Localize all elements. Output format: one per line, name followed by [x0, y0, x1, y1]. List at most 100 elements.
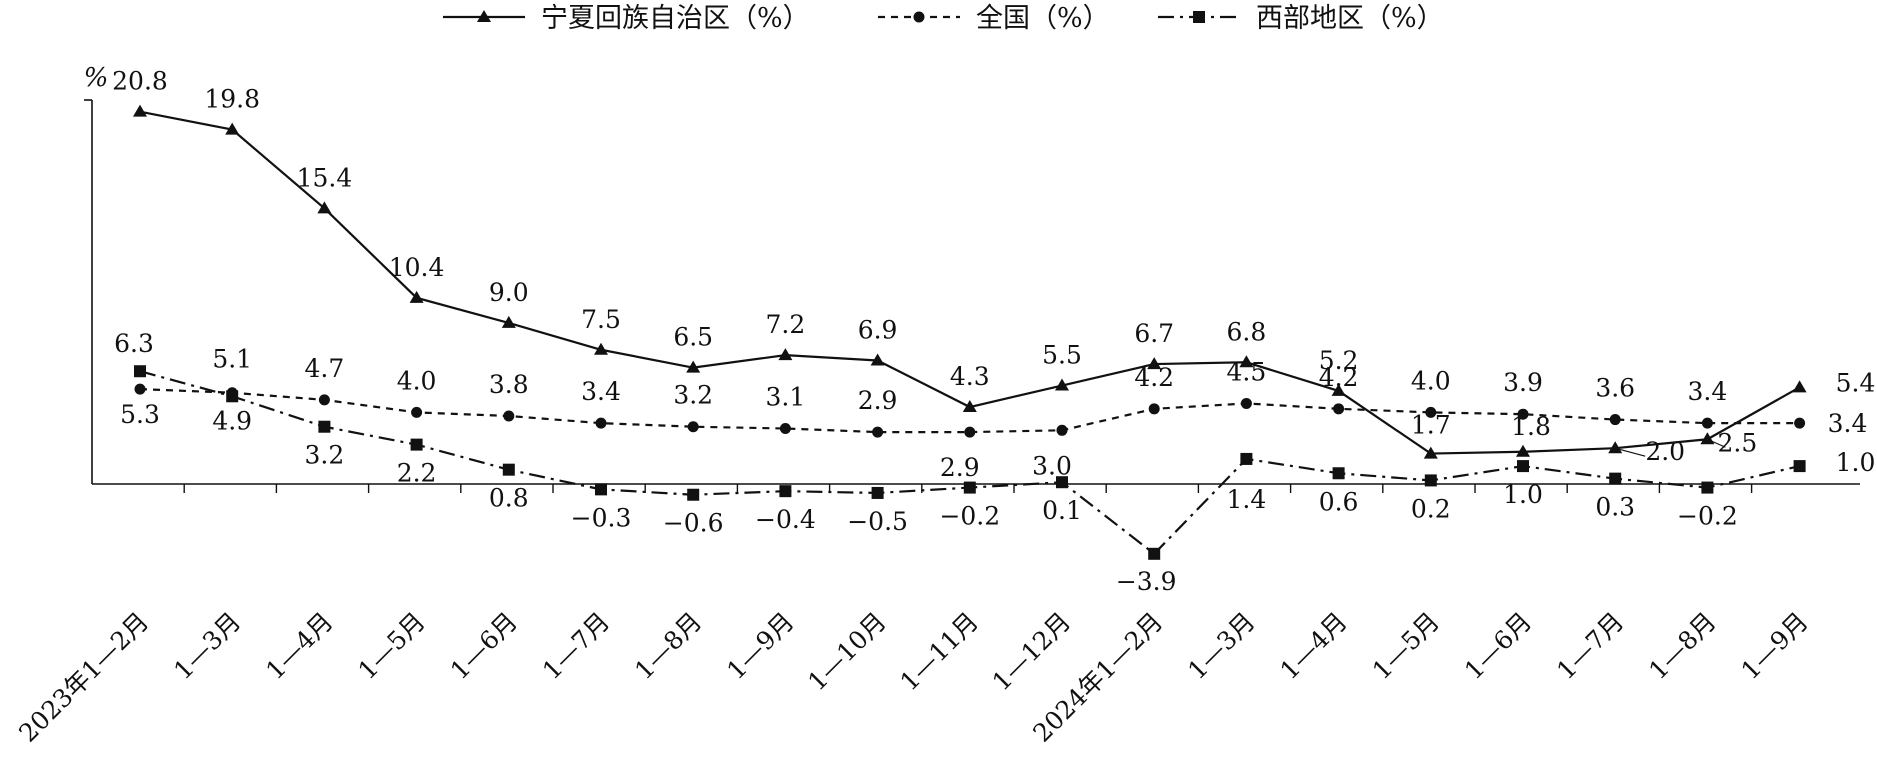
data-label: 0.1 [1042, 496, 1082, 525]
square-marker [1332, 467, 1345, 480]
data-label: 0.6 [1319, 487, 1359, 516]
data-label: 3.2 [673, 381, 713, 410]
x-tick-label: 1—3月 [1182, 607, 1260, 685]
y-unit-label: % [84, 63, 109, 93]
x-tick-label: 1—5月 [1367, 607, 1445, 685]
data-label: −0.4 [755, 505, 816, 534]
data-label: 2.9 [858, 386, 898, 415]
circle-marker [1148, 403, 1160, 415]
circle-marker [411, 406, 423, 418]
circle-marker [1333, 403, 1345, 415]
x-tick-label: 1—12月 [987, 607, 1077, 697]
data-label: 3.4 [1828, 409, 1868, 438]
triangle-marker [1331, 383, 1346, 396]
square-marker [1240, 452, 1253, 465]
data-label: 0.8 [489, 484, 529, 513]
x-tick-label: 1—9月 [721, 607, 799, 685]
data-label: 3.2 [305, 441, 345, 470]
data-label: 15.4 [297, 163, 353, 192]
x-tick-label: 1—9月 [1735, 607, 1813, 685]
data-label: 4.5 [1227, 357, 1267, 386]
x-tick-label: 1—4月 [1274, 607, 1352, 685]
circle-marker [1425, 406, 1437, 418]
triangle-marker [1700, 432, 1715, 445]
data-label: 2.2 [397, 459, 437, 488]
data-label: 6.9 [858, 315, 898, 344]
data-label: 6.8 [1227, 317, 1267, 346]
data-label: 10.4 [389, 253, 445, 282]
data-label: 4.2 [1319, 363, 1359, 392]
data-label: 4.2 [1134, 363, 1174, 392]
x-tick-label: 1—8月 [629, 607, 707, 685]
data-label: 5.3 [120, 400, 160, 429]
data-label: 3.4 [1688, 377, 1728, 406]
data-label: −0.2 [1677, 502, 1738, 531]
x-tick-label: 1—3月 [168, 607, 246, 685]
circle-marker [595, 417, 607, 429]
data-label: 20.8 [112, 67, 168, 96]
axes: % [84, 63, 1860, 493]
series-0 [133, 104, 1807, 459]
triangle-marker [1055, 378, 1069, 391]
square-marker [595, 483, 607, 496]
square-marker [1148, 547, 1161, 560]
square-marker [1424, 474, 1437, 487]
data-labels: 20.8 19.8 15.4 10.4 9.0 7.5 6.5 7.2 6.9 4.3 5.5 6.7… [112, 67, 1875, 596]
legend-label: 全国（%） [976, 3, 1110, 34]
legend-item-0: 宁夏回族自治区（%） [443, 3, 810, 34]
data-label: 3.9 [1503, 368, 1543, 397]
square-marker [779, 485, 792, 498]
data-label: 1.0 [1503, 480, 1543, 509]
square-marker [134, 365, 146, 378]
data-label: 6.5 [673, 323, 713, 352]
circle-marker [503, 410, 515, 422]
x-tick-label: 1—7月 [537, 607, 615, 685]
data-label: 3.4 [581, 377, 621, 406]
triangle-marker [317, 201, 332, 214]
triangle-marker [1608, 441, 1623, 454]
circle-marker [964, 426, 976, 438]
square-marker [1609, 472, 1622, 485]
circle-marker [687, 421, 699, 433]
series-2 [134, 365, 1806, 560]
triangle-marker [594, 342, 608, 355]
circle-marker [1517, 408, 1529, 420]
data-label: 4.7 [305, 354, 345, 383]
circle-marker [318, 394, 330, 406]
square-marker [1056, 476, 1068, 489]
legend-square-marker [1193, 11, 1205, 23]
data-label: −0.2 [939, 502, 1000, 531]
circle-marker [1609, 414, 1621, 426]
data-label: 4.9 [212, 406, 252, 435]
data-label: 5.2 [1319, 346, 1359, 375]
square-marker [410, 438, 423, 451]
data-label: 5.4 [1836, 368, 1876, 397]
x-tick-label: 2023年1—2月 [13, 607, 154, 748]
square-marker [318, 420, 331, 433]
x-tick-label: 1—6月 [1459, 607, 1537, 685]
data-label: 1.8 [1511, 412, 1551, 441]
circle-marker [1794, 417, 1806, 429]
circle-marker [134, 383, 146, 395]
data-label: 0.3 [1595, 493, 1635, 522]
data-label: 6.7 [1134, 319, 1174, 348]
data-label: 4.3 [950, 362, 990, 391]
data-label: 2.0 [1645, 437, 1685, 466]
square-marker [963, 481, 976, 494]
square-marker [502, 463, 515, 476]
x-tick-label: 1—5月 [352, 607, 430, 685]
legend: 宁夏回族自治区（%） 全国（%） 西部地区（%） [443, 3, 1444, 34]
x-tick-label: 1—4月 [260, 607, 338, 685]
label-leader-line [1615, 447, 1646, 457]
data-label: −0.5 [847, 507, 908, 536]
triangle-marker [409, 290, 424, 303]
triangle-marker [1792, 380, 1807, 393]
triangle-marker [501, 315, 516, 328]
series-1 [134, 383, 1806, 438]
x-tick-labels: 2023年1—2月 1—3月 1—4月 1—5月 1—6月 1—7月 1—8月 1—9月 1—1… [13, 607, 1814, 748]
x-tick-label: 1—8月 [1643, 607, 1721, 685]
data-label: 1.4 [1227, 485, 1267, 514]
triangle-marker [870, 353, 885, 366]
